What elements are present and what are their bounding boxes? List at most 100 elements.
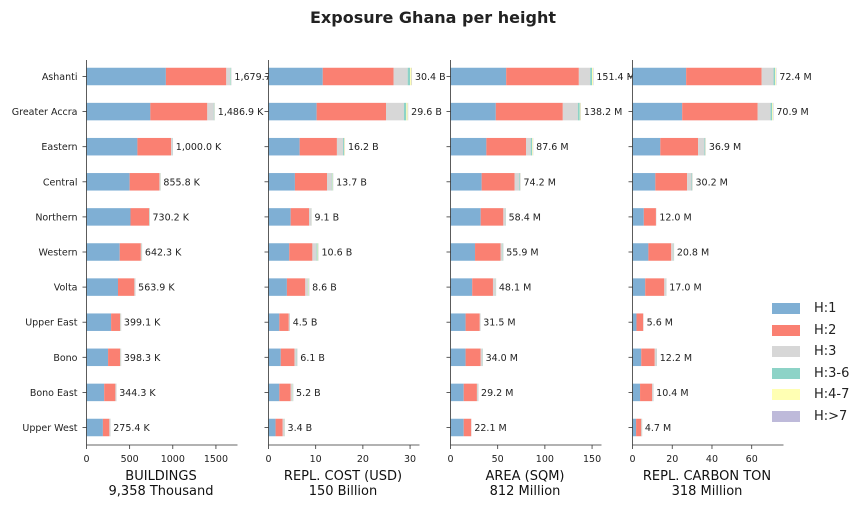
data-label: 13.7 B — [336, 177, 367, 188]
data-label: 31.5 M — [483, 318, 515, 329]
data-label: 6.1 B — [300, 353, 325, 364]
bar-segment — [268, 348, 281, 367]
legend: H:1 H:2 H:3 H:3-6 H:4-7 H:>7 — [772, 298, 849, 427]
bar-segment — [465, 348, 481, 367]
bar-segment — [130, 208, 150, 226]
bar-segment — [406, 102, 408, 121]
bar-segment — [86, 173, 130, 191]
panel-xlabel-buildings: BUILDINGS 9,358 Thousand — [76, 469, 246, 499]
panel-xlabel-carbon: REPL. CARBON TON 318 Million — [622, 469, 792, 499]
data-label: 34.0 M — [486, 353, 518, 364]
x-tick-label: 100 — [536, 454, 554, 465]
legend-label: H:3 — [814, 344, 837, 360]
data-label: 29.6 B — [411, 107, 442, 118]
bar-segment — [486, 137, 526, 156]
legend-item: H:3-6 — [772, 363, 849, 385]
bar-segment — [643, 208, 656, 226]
panel-total: 812 Million — [489, 484, 561, 499]
bar-segment — [632, 243, 649, 261]
bar-segment — [294, 348, 297, 367]
bar-segment — [519, 173, 521, 191]
data-label: 70.9 M — [776, 107, 808, 118]
panel-axis-title: AREA (SQM) — [485, 469, 565, 484]
category-label: Upper East — [25, 318, 78, 329]
bar-segment — [636, 418, 642, 437]
data-label: 855.8 K — [163, 177, 200, 188]
bar-segment — [641, 348, 655, 367]
legend-item: H:1 — [772, 298, 849, 320]
bar-segment — [403, 102, 407, 121]
legend-label: H:4-7 — [814, 387, 850, 403]
data-label: 30.4 B — [415, 72, 446, 83]
bar-segment — [410, 67, 412, 86]
category-label: Bono East — [30, 388, 78, 399]
bar-segment — [294, 173, 328, 191]
x-tick-label: 30 — [404, 454, 416, 465]
x-tick-label: 40 — [706, 454, 718, 465]
x-tick-label: 0 — [83, 454, 89, 465]
bar-segment — [317, 243, 319, 261]
legend-swatch — [772, 303, 800, 315]
bar-segment — [532, 137, 533, 156]
x-tick-label: 500 — [121, 454, 139, 465]
bar-segment — [119, 243, 141, 261]
data-label: 138.2 M — [584, 107, 622, 118]
data-label: 1,000.0 K — [176, 142, 222, 153]
legend-item: H:>7 — [772, 406, 849, 428]
bar-segment — [288, 313, 290, 331]
bar-segment — [159, 173, 161, 191]
bar-segment — [331, 173, 333, 191]
bar-segment — [305, 278, 309, 296]
bar-segment — [344, 137, 345, 156]
data-label: 12.0 M — [659, 212, 691, 223]
bar-segment — [686, 67, 762, 86]
bar-segment — [280, 348, 295, 367]
bar-segment — [213, 102, 215, 121]
bar-segment — [102, 418, 110, 437]
data-label: 398.3 K — [124, 353, 161, 364]
bar-segment — [450, 383, 464, 402]
bar-segment — [120, 348, 121, 367]
bar-segment — [463, 383, 477, 402]
bar-segment — [664, 278, 666, 296]
panel-total: 150 Billion — [308, 484, 378, 499]
bar-segment — [86, 243, 120, 261]
data-label: 12.2 M — [660, 353, 692, 364]
legend-swatch — [772, 324, 800, 336]
data-label: 5.2 B — [296, 388, 321, 399]
bar-segment — [632, 383, 641, 402]
bar-segment — [282, 418, 285, 437]
panel-axis-title: REPL. COST (USD) — [283, 469, 403, 484]
bar-segment — [636, 313, 644, 331]
bar-segment — [450, 67, 507, 86]
bar-segment — [655, 173, 688, 191]
bar-segment — [137, 137, 172, 156]
data-label: 642.3 K — [145, 248, 182, 259]
bar-segment — [475, 243, 501, 261]
bar-segment — [268, 67, 323, 86]
data-label: 72.4 M — [779, 72, 811, 83]
bar-segment — [299, 137, 337, 156]
bar-segment — [322, 67, 394, 86]
bar-segment — [289, 243, 313, 261]
bar-segment — [226, 67, 231, 86]
bar-segment — [632, 102, 683, 121]
data-label: 730.2 K — [153, 212, 190, 223]
bar-segment — [268, 173, 295, 191]
bar-segment — [590, 67, 593, 86]
data-label: 9.1 B — [314, 212, 339, 223]
bar-segment — [268, 137, 300, 156]
data-label: 48.1 M — [499, 283, 531, 294]
x-tick-label: 1000 — [161, 454, 185, 465]
data-label: 4.5 B — [293, 318, 318, 329]
data-label: 399.1 K — [124, 318, 161, 329]
bar-segment — [86, 278, 118, 296]
bar-segment — [691, 173, 693, 191]
bar-segment — [632, 278, 646, 296]
data-label: 20.8 M — [677, 248, 709, 259]
category-label: Ashanti — [42, 72, 78, 83]
panel-axis-title: BUILDINGS — [125, 469, 197, 484]
bar-segment — [268, 383, 280, 402]
bar-segment — [562, 102, 578, 121]
bar-segment — [290, 208, 310, 226]
